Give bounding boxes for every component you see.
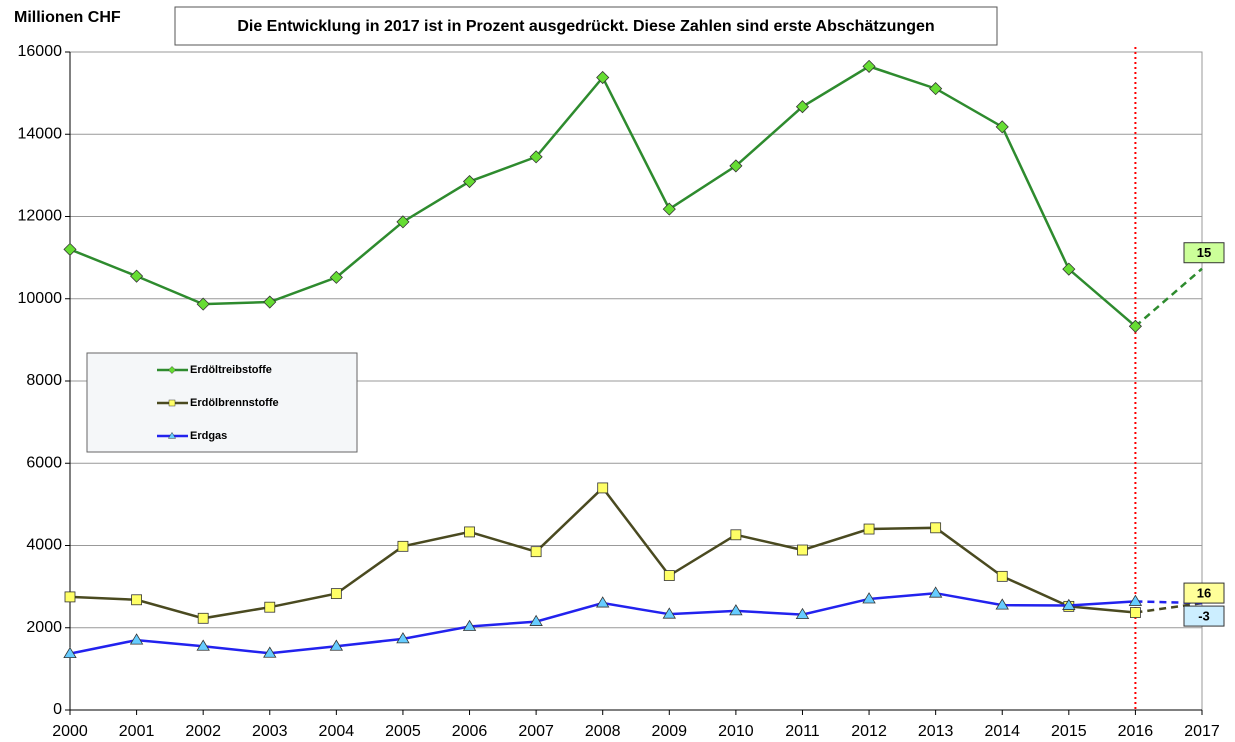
x-tick-label: 2007 <box>518 723 554 740</box>
marker <box>995 120 1009 134</box>
marker <box>130 269 144 283</box>
marker <box>862 59 876 73</box>
marker <box>129 633 144 645</box>
marker <box>462 619 477 631</box>
legend-box <box>86 352 358 453</box>
y-axis-label: Millionen CHF <box>14 9 121 26</box>
marker <box>1062 598 1076 610</box>
y-tick-label: 14000 <box>18 125 63 142</box>
x-tick-label: 2014 <box>984 723 1020 740</box>
marker <box>397 540 409 552</box>
legend-label: Erdölbrennstoffe <box>190 397 279 409</box>
y-tick-label: 8000 <box>26 372 62 389</box>
title-box <box>174 6 998 46</box>
y-tick-label: 12000 <box>18 208 63 225</box>
x-tick-label: 2002 <box>185 723 221 740</box>
marker <box>795 607 810 619</box>
marker <box>396 632 410 644</box>
marker <box>330 588 342 600</box>
end-label-box <box>1183 582 1225 604</box>
marker <box>329 639 344 651</box>
marker <box>863 523 875 535</box>
end-label: 15 <box>1197 245 1211 260</box>
legend-label: Erdgas <box>190 430 227 442</box>
marker <box>1062 262 1076 276</box>
x-tick-label: 2006 <box>452 723 488 740</box>
x-tick-label: 2000 <box>52 723 88 740</box>
marker <box>596 70 610 85</box>
y-tick-label: 0 <box>53 701 62 718</box>
x-tick-label: 2013 <box>918 723 954 740</box>
x-tick-label: 2001 <box>119 723 155 740</box>
series-line <box>69 65 1137 328</box>
y-tick-label: 2000 <box>26 619 62 636</box>
marker <box>529 614 543 626</box>
marker <box>196 639 210 651</box>
marker <box>197 612 209 624</box>
y-tick-label: 4000 <box>26 537 62 554</box>
marker <box>862 592 876 604</box>
marker <box>795 100 810 114</box>
marker <box>529 150 543 164</box>
end-label: -3 <box>1198 609 1210 624</box>
marker <box>996 570 1008 582</box>
end-label-box <box>1183 242 1225 264</box>
marker <box>263 295 277 309</box>
y-tick-label: 10000 <box>18 290 63 307</box>
marker <box>1128 319 1142 333</box>
marker <box>929 82 943 96</box>
marker <box>530 546 542 558</box>
marker <box>464 526 475 538</box>
marker <box>995 598 1009 610</box>
marker <box>1128 594 1143 606</box>
marker <box>597 482 609 494</box>
end-label: 16 <box>1197 586 1211 601</box>
marker <box>131 594 142 606</box>
marker <box>329 270 343 284</box>
x-tick-label: 2012 <box>851 723 887 740</box>
marker <box>930 522 942 534</box>
x-tick-label: 2015 <box>1051 723 1087 740</box>
marker <box>729 159 743 173</box>
marker <box>263 646 277 658</box>
legend-marker <box>167 431 177 439</box>
marker <box>64 591 76 603</box>
marker <box>1130 607 1141 618</box>
legend-label: Erdöltreibstoffe <box>190 364 272 376</box>
marker <box>797 544 808 556</box>
chart-title: Die Entwicklung in 2017 ist in Prozent a… <box>237 18 934 35</box>
x-tick-label: 2003 <box>252 723 288 740</box>
x-tick-label: 2008 <box>585 723 621 740</box>
x-tick-label: 2005 <box>385 723 421 740</box>
y-tick-label: 6000 <box>26 454 62 471</box>
legend-marker <box>168 366 176 374</box>
marker <box>196 297 210 311</box>
x-tick-label: 2010 <box>718 723 754 740</box>
marker <box>264 601 276 613</box>
x-tick-label: 2016 <box>1118 723 1154 740</box>
marker <box>462 174 477 189</box>
marker <box>396 215 410 229</box>
marker <box>63 242 77 256</box>
x-tick-label: 2009 <box>651 723 687 740</box>
end-label-box <box>1183 605 1225 627</box>
x-tick-label: 2017 <box>1184 723 1220 740</box>
marker <box>662 202 676 216</box>
marker <box>662 607 677 619</box>
x-tick-label: 2004 <box>319 723 355 740</box>
y-tick-label: 16000 <box>18 43 63 60</box>
x-tick-label: 2011 <box>785 723 820 740</box>
marker <box>595 596 610 608</box>
marker <box>730 529 742 541</box>
marker <box>928 586 943 598</box>
marker <box>663 570 675 581</box>
marker <box>63 646 77 659</box>
legend-marker <box>168 399 176 407</box>
series-line-estimate <box>1134 267 1203 328</box>
marker <box>729 604 743 616</box>
